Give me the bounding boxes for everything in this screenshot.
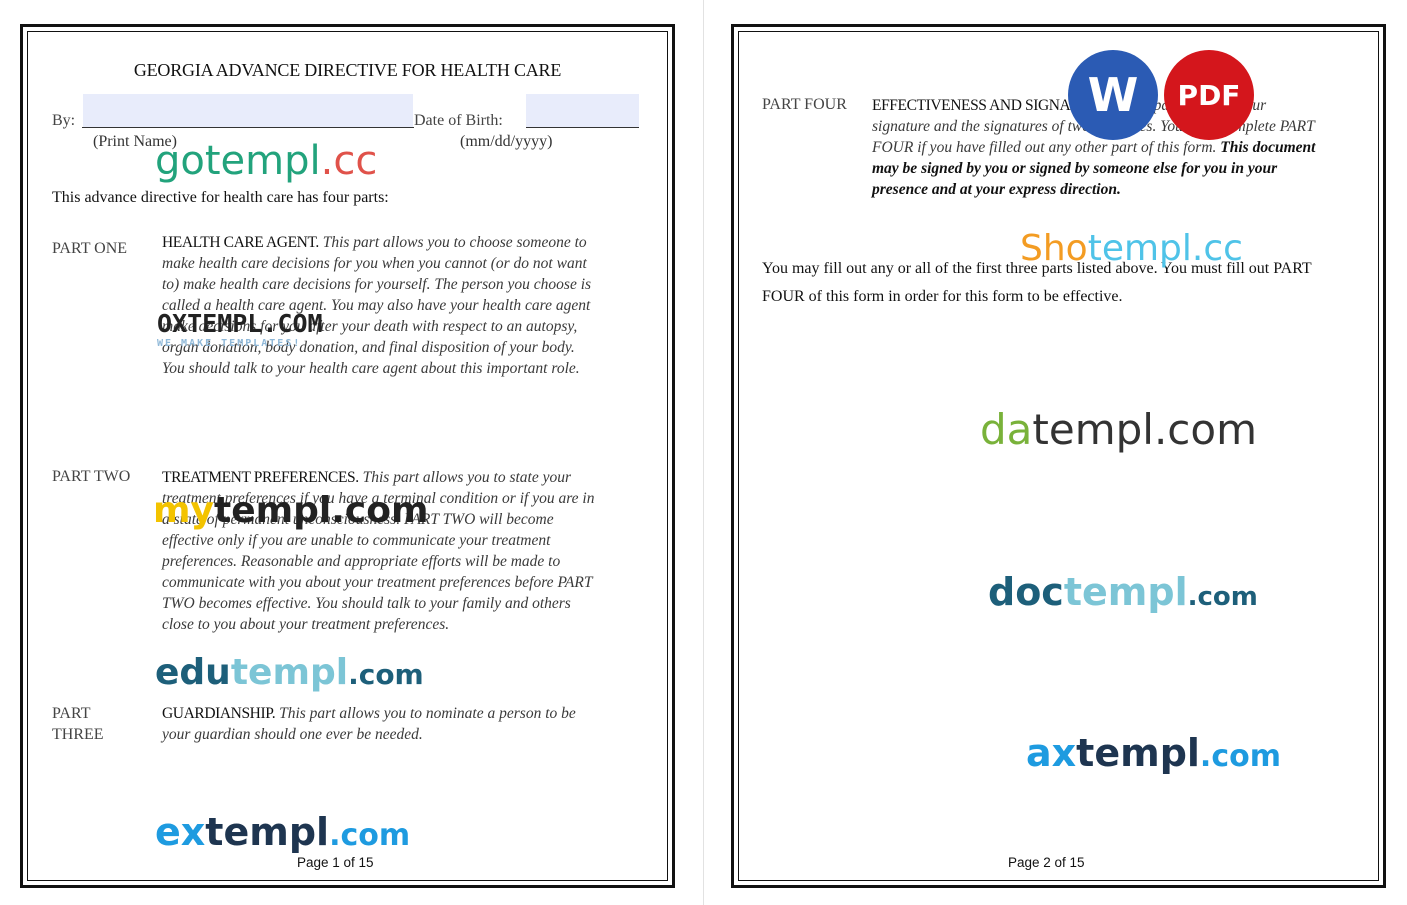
part-text: HEALTH CARE AGENT. This part allows you …: [162, 232, 598, 379]
watermark: Shotempl.cc: [1020, 228, 1243, 269]
part-heading: EFFECTIVENESS AND SIGNATURES.: [872, 97, 1120, 114]
page-separator: [703, 0, 704, 905]
watermark-part: da: [980, 405, 1033, 454]
watermark-part: ax: [1026, 731, 1077, 775]
part-text: TREATMENT PREFERENCES. This part allows …: [162, 467, 598, 635]
part-text: GUARDIANSHIP. This part allows you to no…: [162, 703, 582, 745]
watermark-part: templ: [205, 810, 330, 854]
watermark-part: Sho: [1020, 228, 1088, 269]
page-footer: Page 1 of 15: [297, 855, 374, 870]
watermark-part: templ: [1076, 731, 1200, 775]
watermark-part: templ: [230, 652, 349, 693]
watermark: doctempl.com: [988, 570, 1258, 614]
part-body: This part allows you to choose someone t…: [162, 234, 592, 377]
word-badge[interactable]: W: [1068, 50, 1158, 140]
part-heading: HEALTH CARE AGENT.: [162, 234, 319, 251]
dob-field[interactable]: [526, 94, 639, 127]
watermark-part: .com: [329, 818, 411, 853]
doc-title: GEORGIA ADVANCE DIRECTIVE FOR HEALTH CAR…: [133, 60, 562, 80]
dob-hint: (mm/dd/yyyy): [460, 133, 553, 150]
watermark-part: .com: [1187, 582, 1258, 612]
watermark-part: templ: [1063, 570, 1188, 614]
part-emphasis: This document may be signed by you or si…: [872, 139, 1316, 198]
part-heading: GUARDIANSHIP.: [162, 705, 276, 722]
watermark-part: ex: [155, 810, 206, 854]
part-heading: TREATMENT PREFERENCES.: [162, 469, 359, 486]
watermark: axtempl.com: [1026, 731, 1281, 775]
pdf-badge[interactable]: PDF: [1164, 50, 1254, 140]
part-body: This part allows you to nominate a perso…: [162, 705, 576, 743]
name-hint: (Print Name): [93, 133, 177, 150]
dob-label: Date of Birth:: [414, 112, 503, 129]
watermark: mytempl.com: [153, 490, 429, 531]
watermark: datempl.com: [980, 405, 1257, 454]
name-rule: [82, 127, 414, 128]
watermark-part: templ: [204, 138, 321, 184]
watermark-part: my: [153, 490, 214, 531]
watermark: gotempl.cc: [155, 138, 377, 184]
sheet: [20, 24, 675, 888]
part-label: PART THREE: [52, 705, 104, 743]
watermark-part: .com: [1199, 739, 1281, 774]
by-label: By:: [52, 112, 76, 129]
part-body: This part allows you to state your treat…: [162, 469, 595, 633]
part-label: PART TWO: [52, 468, 131, 485]
dob-rule: [526, 127, 639, 128]
watermark-part: templ.cc: [1087, 228, 1243, 269]
watermark-part: edu: [155, 652, 231, 693]
watermark: OXTEMPL.COM WE MAKE TEMPLATES!: [157, 309, 323, 349]
watermark-part: .com: [348, 658, 424, 691]
watermark-tagline: WE MAKE TEMPLATES!: [157, 338, 302, 349]
watermark-part: go: [155, 138, 205, 184]
intro: This advance directive for health care h…: [52, 189, 389, 206]
part-label: PART FOUR: [762, 96, 847, 113]
watermark-part: templ.com: [1032, 405, 1258, 454]
watermark-part: OXTEMPL.COM: [157, 309, 323, 338]
name-field[interactable]: [83, 94, 413, 127]
note: You may fill out any or all of the first…: [762, 260, 1312, 305]
sheet: [731, 24, 1386, 888]
watermark-part: doc: [988, 570, 1064, 614]
watermark-part: templ.com: [213, 490, 429, 531]
page-footer: Page 2 of 15: [1008, 855, 1085, 870]
part-label: PART ONE: [52, 240, 128, 257]
watermark: extempl.com: [155, 810, 410, 854]
watermark-part: .cc: [320, 138, 378, 184]
watermark: edutempl.com: [155, 652, 424, 693]
